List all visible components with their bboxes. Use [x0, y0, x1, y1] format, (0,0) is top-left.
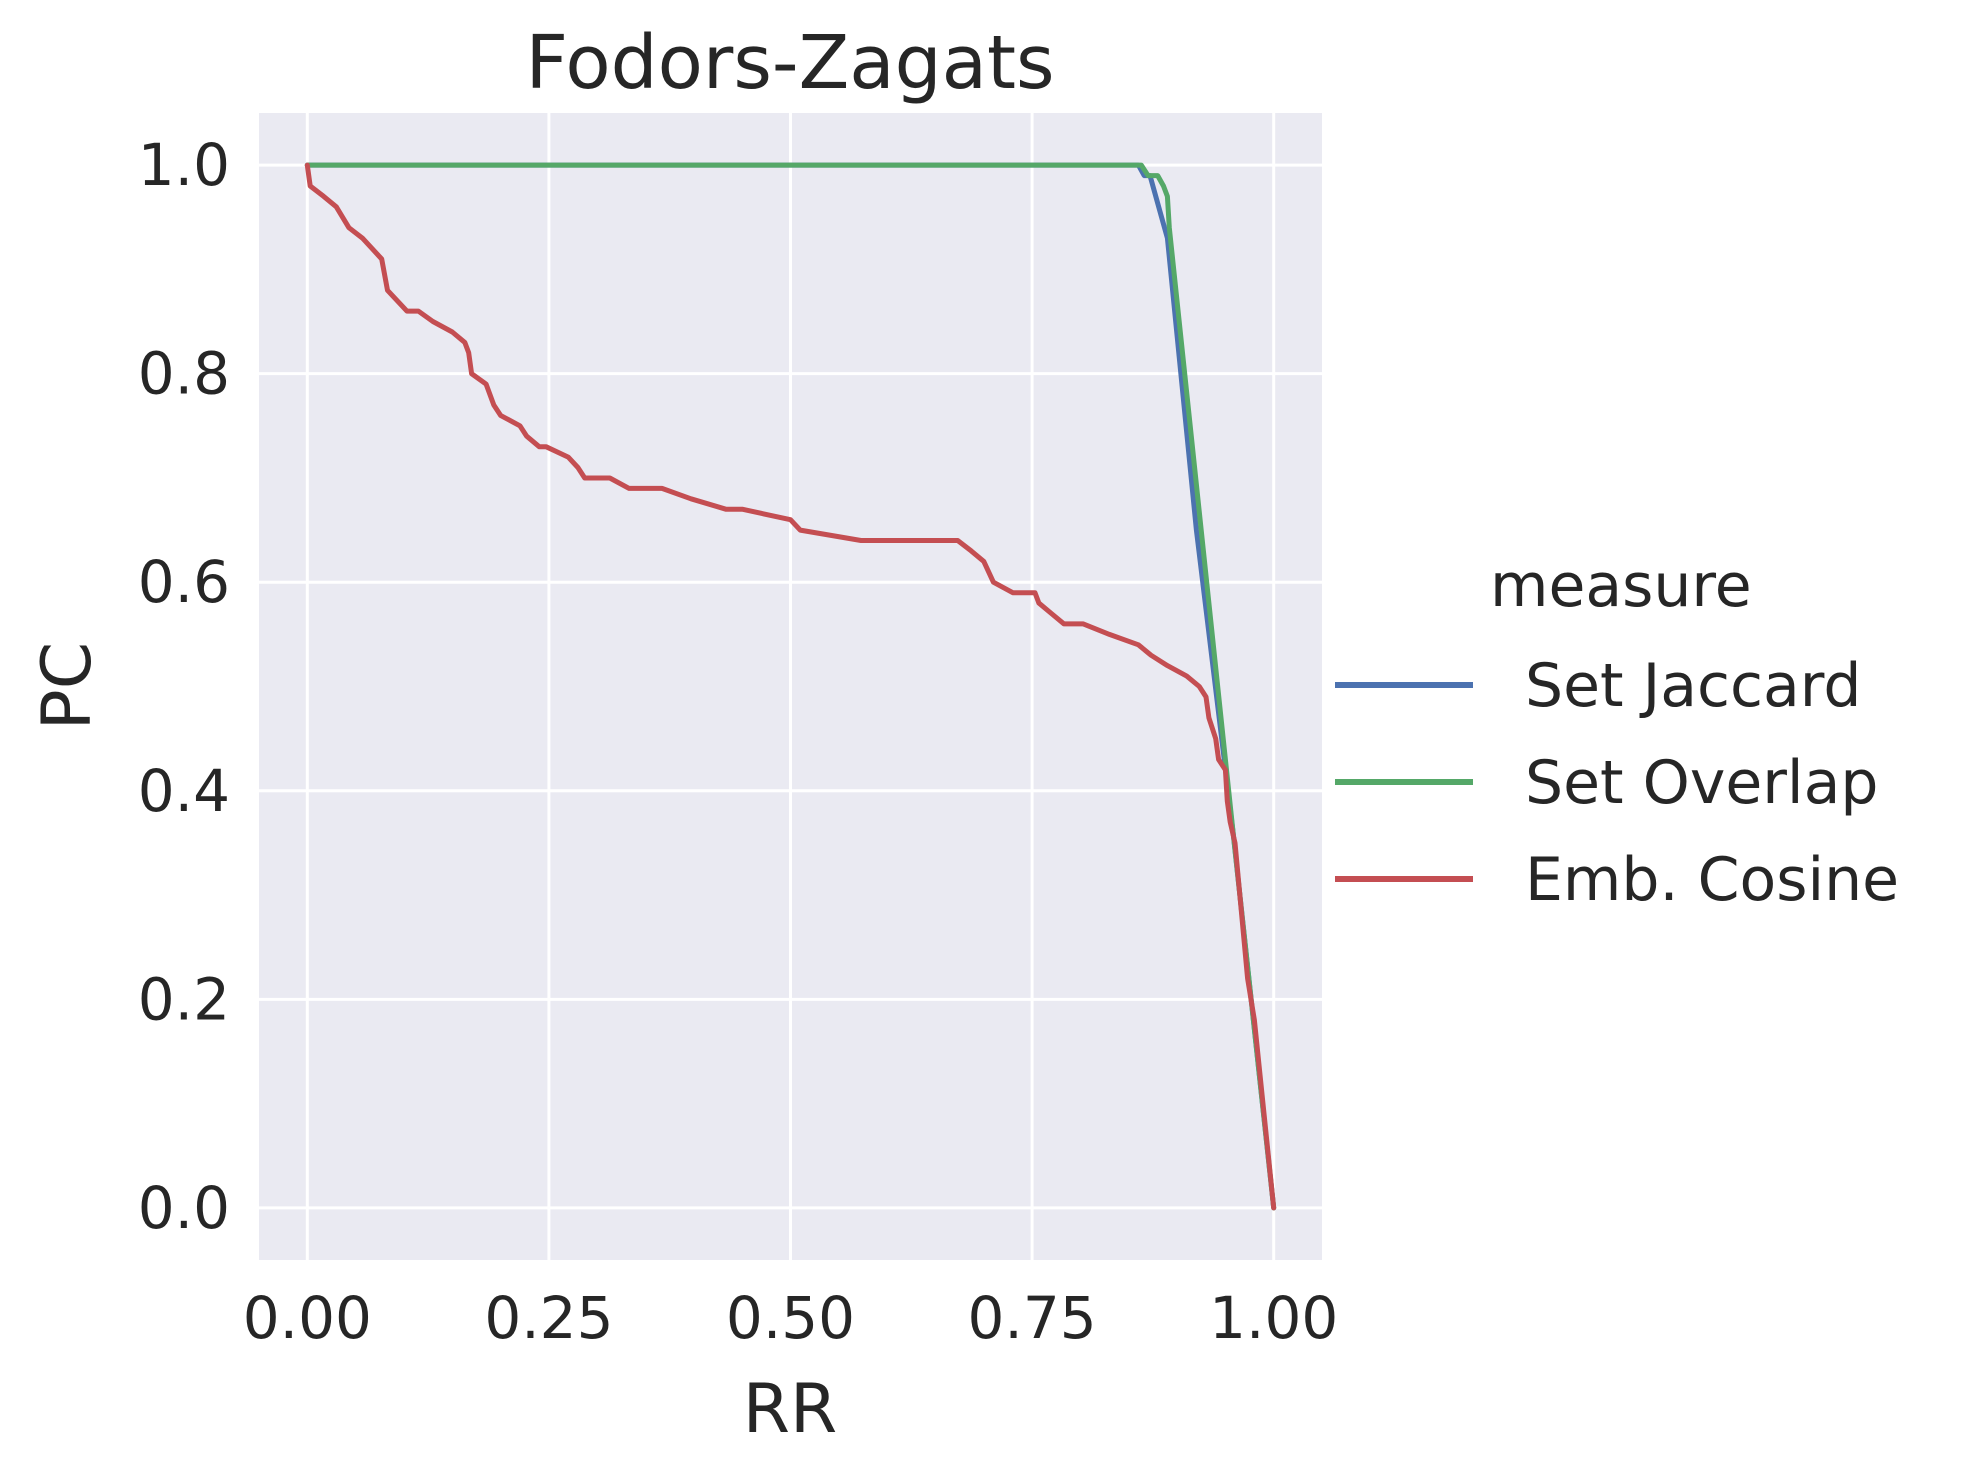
- series-line-emb-cosine: [304, 162, 1277, 1211]
- legend: measure Set Jaccard Set Overlap Emb. Cosin…: [1335, 551, 1899, 915]
- legend-label-emb-cosine: Emb. Cosine: [1525, 845, 1899, 915]
- x-axis-label: RR: [743, 1370, 838, 1449]
- x-tick-label: 0.50: [726, 1284, 855, 1352]
- legend-title: measure: [1490, 551, 1752, 621]
- x-tick-label: 0.75: [968, 1284, 1097, 1352]
- series-lines: [304, 162, 1277, 1211]
- y-tick-label: 1.0: [138, 131, 230, 199]
- y-tick-labels: 0.0 0.2 0.4 0.6 0.8 1.0: [138, 131, 230, 1242]
- y-tick-label: 0.0: [138, 1174, 230, 1242]
- legend-label-set-jaccard: Set Jaccard: [1525, 651, 1862, 721]
- series-line-set-overlap: [304, 162, 1277, 1211]
- y-tick-label: 0.2: [138, 965, 230, 1033]
- legend-label-set-overlap: Set Overlap: [1525, 748, 1878, 818]
- y-tick-label: 0.8: [138, 340, 230, 408]
- y-tick-label: 0.4: [138, 757, 230, 825]
- x-tick-labels: 0.00 0.25 0.50 0.75 1.00: [243, 1284, 1339, 1352]
- x-tick-label: 0.00: [243, 1284, 372, 1352]
- y-axis-label: PC: [28, 642, 107, 731]
- legend-items: Set Jaccard Set Overlap Emb. Cosine: [1335, 651, 1899, 915]
- x-tick-label: 0.25: [484, 1284, 613, 1352]
- y-tick-label: 0.6: [138, 548, 230, 616]
- x-tick-label: 1.00: [1209, 1284, 1338, 1352]
- chart-title: Fodors-Zagats: [525, 20, 1054, 106]
